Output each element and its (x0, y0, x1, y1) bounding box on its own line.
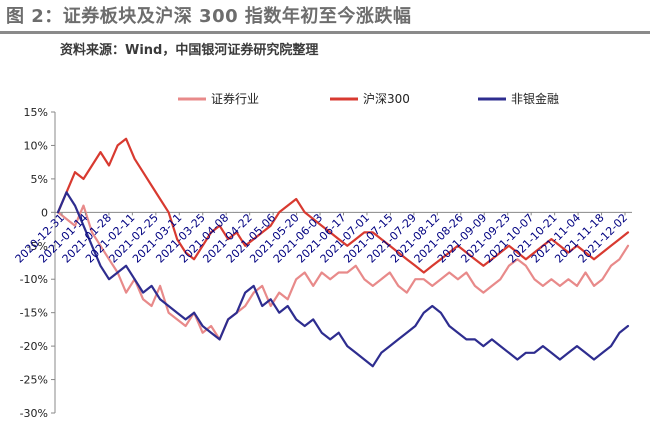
y-tick-label: -15% (20, 307, 48, 320)
y-tick-label: -5% (27, 240, 48, 253)
y-tick-label: -20% (20, 340, 48, 353)
legend-label: 沪深300 (363, 92, 410, 106)
title-divider (0, 31, 650, 34)
y-tick-label: -25% (20, 374, 48, 387)
series-line-2 (56, 137, 630, 274)
y-tick-label: 5% (31, 173, 48, 186)
series-line-1 (56, 204, 630, 341)
y-tick-label: 0 (41, 206, 48, 219)
legend-label: 非银金融 (511, 91, 559, 106)
y-tick-label: 10% (24, 139, 48, 152)
series-lines (56, 137, 630, 368)
y-tick-label: -30% (20, 407, 48, 420)
figure-source: 资料来源：Wind，中国银河证券研究院整理 (60, 43, 319, 58)
y-tick-label: -10% (20, 273, 48, 286)
figure-title: 图 2：证券板块及沪深 300 指数年初至今涨跌幅 (6, 6, 412, 27)
x-tick-labels: 2020-12-312021-01-142021-01-282021-02-11… (13, 211, 630, 265)
legend-label: 证券行业 (211, 91, 259, 106)
series-line-3 (56, 191, 630, 368)
y-tick-label: 15% (24, 106, 48, 119)
legend: 证券行业 沪深300 非银金融 (178, 91, 559, 106)
